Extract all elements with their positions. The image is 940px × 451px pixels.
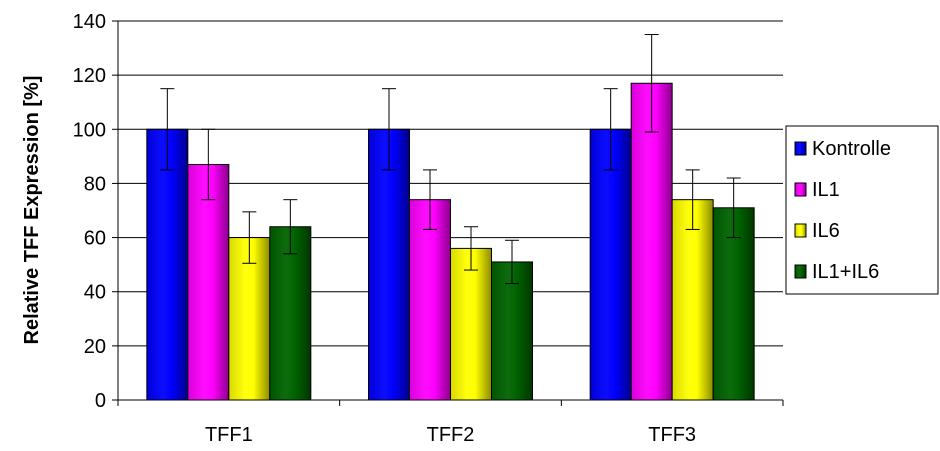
error-bars — [160, 34, 741, 285]
legend-label: IL1 — [812, 179, 840, 201]
bar — [368, 128, 410, 401]
legend-label: Kontrolle — [812, 138, 891, 160]
legend-swatch — [794, 182, 807, 197]
x-tick-labels: TFF1 TFF2 TFF3 — [205, 424, 696, 446]
bar — [228, 237, 271, 401]
y-tick-labels: 0 20 40 60 80 100 120 140 — [73, 11, 106, 412]
axes — [112, 20, 784, 406]
y-tick-label: 0 — [95, 390, 106, 412]
y-axis-label: Relative TFF Expression [%] — [21, 76, 43, 345]
x-tick-label: TFF3 — [648, 424, 696, 446]
bar — [269, 226, 312, 401]
y-tick-label: 80 — [84, 173, 106, 195]
legend-box — [785, 125, 939, 295]
bar — [450, 247, 492, 401]
y-tick-label: 120 — [73, 65, 106, 87]
y-tick-label: 20 — [84, 336, 106, 358]
x-tick-label: TFF1 — [205, 424, 253, 446]
bar — [491, 261, 533, 401]
legend-swatch — [794, 223, 807, 238]
bar — [187, 163, 230, 401]
bar — [712, 207, 755, 401]
bars — [146, 82, 755, 401]
legend-label: IL1+IL6 — [812, 261, 879, 283]
bar — [409, 199, 451, 401]
y-tick-label: 60 — [84, 228, 106, 250]
legend-swatch — [794, 264, 807, 279]
x-tick-label: TFF2 — [427, 424, 475, 446]
y-tick-label: 100 — [73, 119, 106, 141]
legend-swatch — [794, 141, 807, 156]
y-tick-label: 140 — [73, 11, 106, 33]
legend-label: IL6 — [812, 220, 840, 242]
y-tick-label: 40 — [84, 282, 106, 304]
legend: Kontrolle IL1 IL6 IL1+IL6 — [785, 125, 939, 295]
